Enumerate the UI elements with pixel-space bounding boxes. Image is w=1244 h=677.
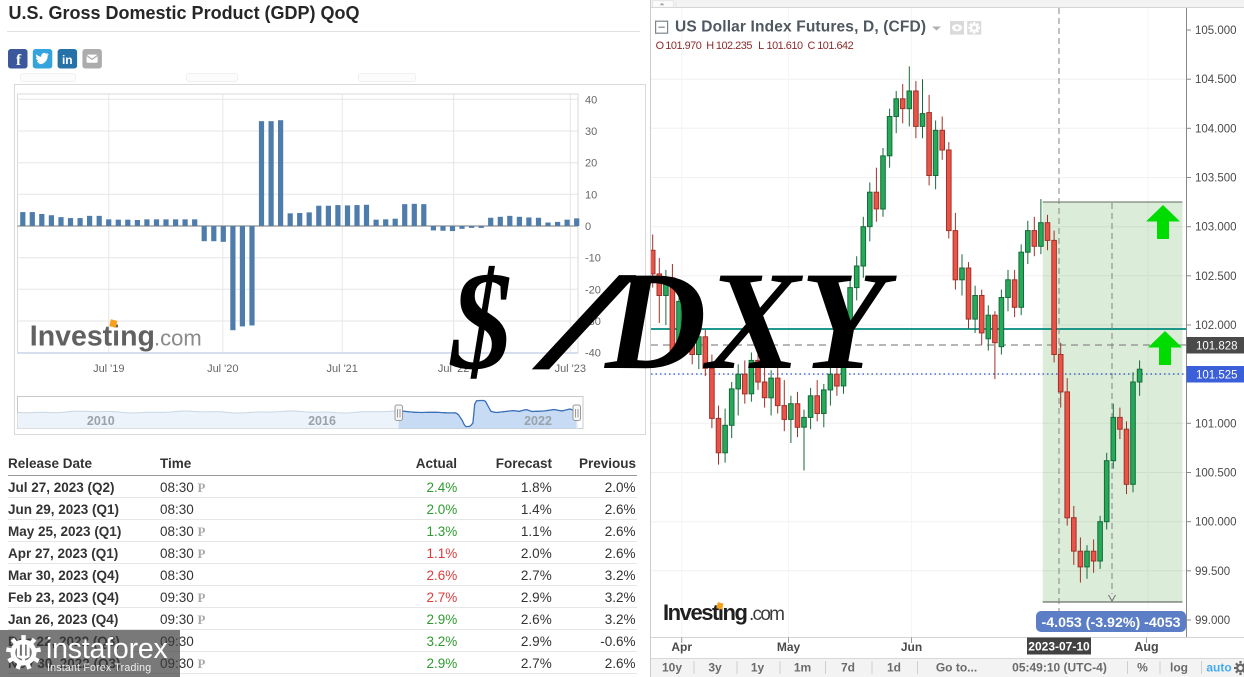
svg-text:Apr: Apr [671,640,692,654]
svg-text:-40: -40 [585,348,601,360]
svg-text:Investing: Investing [663,600,748,625]
svg-text:102.000: 102.000 [1195,320,1237,332]
svg-text:0: 0 [585,221,591,233]
svg-text:2010: 2010 [87,414,115,428]
svg-text:1d: 1d [887,661,901,675]
svg-text:in: in [62,53,73,67]
svg-text:101.000: 101.000 [1195,418,1237,430]
svg-text:101.970: 101.970 [665,40,702,52]
svg-text:99.000: 99.000 [1195,615,1230,627]
svg-text:%: % [1137,661,1148,675]
svg-text:-30: -30 [585,316,601,328]
svg-text:102.500: 102.500 [1195,271,1237,283]
svg-text:103.000: 103.000 [1195,222,1237,234]
svg-text:1m: 1m [794,661,811,675]
svg-text:Jul '22: Jul '22 [438,363,469,375]
svg-text:20: 20 [585,158,597,170]
svg-text:log: log [1170,661,1188,675]
svg-text:104.500: 104.500 [1195,74,1237,86]
svg-text:103.500: 103.500 [1195,173,1237,185]
svg-text:Go to...: Go to... [936,661,977,675]
svg-text:2022: 2022 [524,414,552,428]
svg-text:.com: .com [154,326,202,351]
svg-text:102.235: 102.235 [716,40,753,52]
svg-text:7d: 7d [841,661,855,675]
svg-text:f: f [16,52,22,69]
svg-text:30: 30 [585,126,597,138]
svg-text:40: 40 [585,94,597,106]
svg-text:05:49:10 (UTC-4): 05:49:10 (UTC-4) [1012,661,1107,675]
svg-text:-4.053 (-3.92%) -4053: -4.053 (-3.92%) -4053 [1042,614,1181,630]
svg-text:C: C [808,40,816,52]
svg-text:99.500: 99.500 [1195,566,1230,578]
svg-text:101.828: 101.828 [1196,341,1238,353]
svg-text:Jul '21: Jul '21 [326,363,357,375]
svg-text:101.525: 101.525 [1196,370,1238,382]
svg-text:-10: -10 [585,253,601,265]
svg-text:Aug: Aug [1134,640,1158,654]
svg-text:US Dollar Index Futures, D, (C: US Dollar Index Futures, D, (CFD) [675,19,926,36]
svg-text:10: 10 [585,189,597,201]
svg-text:Investing: Investing [30,321,155,353]
svg-text:H: H [706,40,714,52]
svg-text:100.000: 100.000 [1195,517,1237,529]
svg-text:105.000: 105.000 [1195,25,1237,37]
svg-text:2016: 2016 [308,414,336,428]
svg-text:101.610: 101.610 [767,40,804,52]
svg-text:Jul '23: Jul '23 [555,363,586,375]
svg-text:Jul '20: Jul '20 [207,363,238,375]
svg-text:auto: auto [1206,661,1231,675]
svg-text:Jul '19: Jul '19 [93,363,124,375]
svg-text:1y: 1y [751,661,765,675]
svg-text:-20: -20 [585,284,601,296]
svg-text:101.642: 101.642 [817,40,854,52]
svg-text:O: O [656,40,664,52]
svg-text:L: L [758,40,764,52]
svg-text:10y: 10y [662,661,682,675]
svg-text:Jun: Jun [901,640,922,654]
svg-text:104.000: 104.000 [1195,123,1237,135]
svg-text:3y: 3y [708,661,722,675]
svg-text:.com: .com [749,604,785,625]
svg-text:2023-07-10: 2023-07-10 [1028,640,1090,654]
svg-text:100.500: 100.500 [1195,468,1237,480]
svg-text:May: May [777,640,801,654]
